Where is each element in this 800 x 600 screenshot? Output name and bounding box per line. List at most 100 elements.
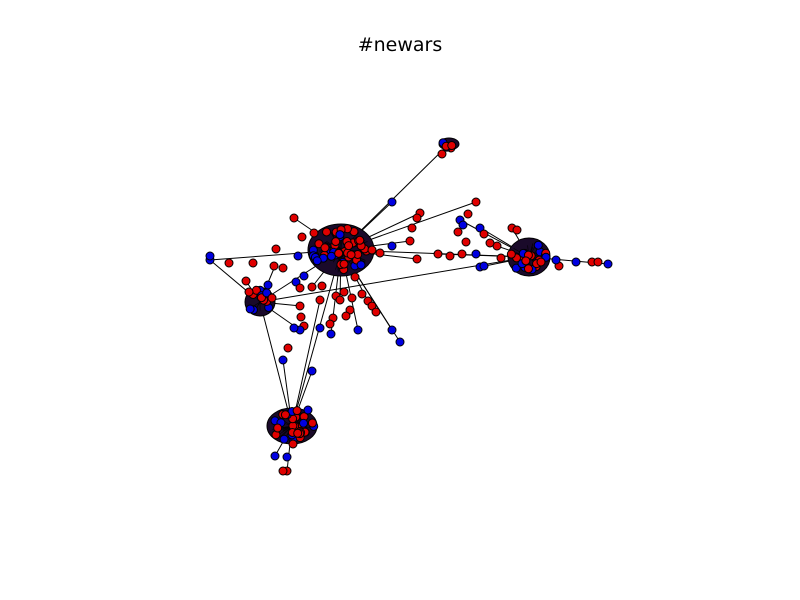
node <box>278 263 288 273</box>
node <box>267 293 277 303</box>
node <box>278 466 288 476</box>
node <box>445 251 455 261</box>
cluster-node <box>273 423 283 433</box>
edge <box>291 249 342 427</box>
node <box>350 272 360 282</box>
edge <box>291 299 321 427</box>
cluster-node <box>279 434 289 444</box>
node <box>433 249 443 259</box>
node <box>315 323 325 333</box>
cluster-node <box>322 227 332 237</box>
node <box>282 452 292 462</box>
cluster-node <box>356 260 366 270</box>
clusters-layer <box>244 137 551 445</box>
cluster-left-members <box>245 285 274 315</box>
node <box>283 343 293 353</box>
node <box>317 281 327 291</box>
cluster-node <box>447 141 457 151</box>
node <box>367 245 377 255</box>
node <box>307 366 317 376</box>
node <box>315 295 325 305</box>
node <box>463 209 473 219</box>
node <box>293 251 303 261</box>
node <box>479 229 489 239</box>
node <box>412 254 422 264</box>
cluster-node <box>506 249 516 259</box>
node <box>387 241 397 251</box>
node <box>270 451 280 461</box>
node <box>339 287 349 297</box>
cluster-node <box>533 240 543 250</box>
node <box>405 236 415 246</box>
cluster-node <box>245 304 255 314</box>
cluster-node <box>511 263 521 273</box>
cluster-node <box>346 250 356 260</box>
cluster-node <box>307 418 317 428</box>
cluster-node <box>355 235 365 245</box>
node <box>536 257 546 267</box>
node <box>224 258 234 268</box>
node <box>263 280 273 290</box>
cluster-top-members <box>438 138 457 153</box>
node <box>407 223 417 233</box>
cluster-node <box>299 418 309 428</box>
node <box>485 238 495 248</box>
node <box>437 149 447 159</box>
node <box>299 271 309 281</box>
node <box>289 213 299 223</box>
nodes-layer <box>205 149 613 476</box>
cluster-node <box>331 237 341 247</box>
node <box>295 283 305 293</box>
node <box>326 329 336 339</box>
node <box>303 405 313 415</box>
node <box>353 325 363 335</box>
cluster-node <box>293 428 303 438</box>
cluster-center-members <box>308 224 371 275</box>
node <box>461 237 471 247</box>
node <box>307 282 317 292</box>
node <box>375 248 385 258</box>
node <box>551 255 561 265</box>
node <box>479 261 489 271</box>
node <box>453 227 463 237</box>
node <box>309 228 319 238</box>
node <box>387 325 397 335</box>
cluster-node <box>292 406 302 416</box>
edge <box>259 301 293 427</box>
cluster-node <box>339 259 349 269</box>
cluster-node <box>344 241 354 251</box>
node <box>512 225 522 235</box>
node <box>457 249 467 259</box>
node <box>471 249 481 259</box>
cluster-node <box>314 239 324 249</box>
node <box>571 257 581 267</box>
figure-title: #newars <box>357 34 443 56</box>
cluster-node <box>320 243 330 253</box>
node <box>295 301 305 311</box>
cluster-node <box>280 410 290 420</box>
node <box>325 319 335 329</box>
node <box>496 253 506 263</box>
node <box>248 258 258 268</box>
node <box>471 197 481 207</box>
node <box>357 289 367 299</box>
node <box>371 307 381 317</box>
cluster-node <box>521 256 531 266</box>
node <box>603 259 613 269</box>
node <box>241 276 251 286</box>
node <box>412 213 422 223</box>
node <box>458 220 468 230</box>
node <box>205 251 215 261</box>
node <box>335 295 345 305</box>
cluster-node <box>312 256 322 266</box>
node <box>347 293 357 303</box>
node <box>296 312 306 322</box>
cluster-node <box>335 230 345 240</box>
node <box>269 261 279 271</box>
node <box>341 311 351 321</box>
node <box>278 355 288 365</box>
node <box>244 287 254 297</box>
node <box>288 439 298 449</box>
cluster-node <box>334 248 344 258</box>
